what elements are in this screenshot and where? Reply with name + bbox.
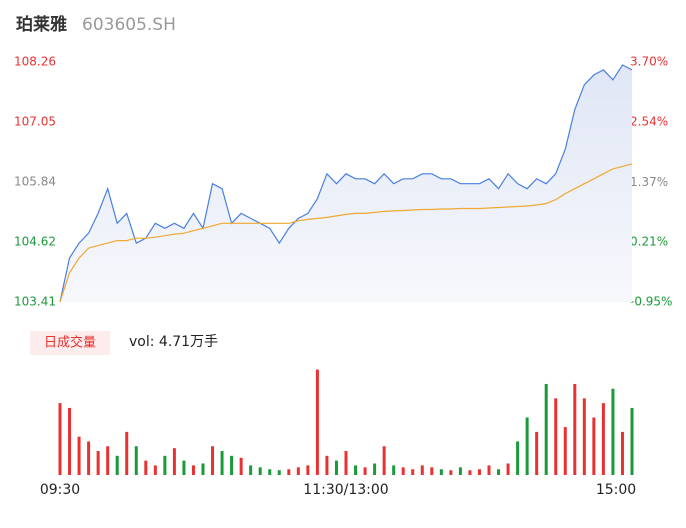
average-line [59, 163, 633, 303]
volume-bar [535, 431, 539, 475]
volume-bar [582, 398, 586, 475]
volume-bar [334, 460, 338, 475]
volume-bar [620, 431, 624, 475]
volume-bar [449, 470, 453, 475]
price-area [60, 65, 632, 302]
volume-bar [563, 427, 567, 475]
volume-bar [411, 469, 415, 475]
volume-bar [191, 465, 195, 475]
volume-bar [392, 465, 396, 475]
volume-bar [554, 398, 558, 475]
volume-bar [325, 455, 329, 475]
x-tick-label: 15:00 [596, 482, 636, 498]
volume-bar [477, 469, 481, 475]
legend-label: 日成交量 [44, 335, 96, 351]
volume-bar [68, 407, 72, 475]
volume-bar [601, 403, 605, 475]
volume-bar [296, 467, 300, 475]
volume-bar [134, 446, 138, 475]
volume-bar [87, 441, 91, 475]
volume-bar [439, 469, 443, 475]
volume-bar [172, 448, 176, 475]
volume-bar [373, 463, 377, 475]
volume-bar [592, 417, 596, 475]
volume-bar [344, 451, 348, 475]
y-tick-label: 108.26 [14, 55, 56, 69]
volume-bar [153, 465, 157, 475]
volume-bar [96, 451, 100, 475]
volume-bar [77, 436, 81, 475]
legend-box [30, 331, 110, 355]
volume-bar [497, 469, 501, 475]
volume-bar [239, 457, 243, 475]
volume-bar [277, 470, 281, 475]
volume-bar [516, 441, 520, 475]
volume-bar [144, 460, 148, 475]
volume-bar [363, 467, 367, 475]
volume-bar [506, 463, 510, 475]
volume-bar [258, 467, 262, 475]
stock-code: 603605.SH [82, 15, 176, 35]
volume-bar [544, 383, 548, 475]
volume-bar [430, 467, 434, 475]
volume-bar [249, 465, 253, 475]
volume-bar [525, 417, 529, 475]
volume-bar [382, 446, 386, 475]
volume-bar [230, 455, 234, 475]
volume-bar [306, 465, 310, 475]
price-line [59, 64, 633, 303]
volume-bar [220, 451, 224, 475]
y-tick-label: 105.84 [14, 174, 56, 188]
volume-bar [115, 455, 119, 475]
volume-bar [125, 431, 129, 475]
volume-bar [268, 469, 272, 475]
volume-bar [182, 460, 186, 475]
volume-bar [630, 407, 634, 475]
volume-bar [163, 455, 167, 475]
volume-bar [487, 465, 491, 475]
y2-tick-label: 3.70% [630, 55, 668, 69]
y2-tick-label: 2.54% [630, 114, 668, 128]
x-tick-label: 09:30 [40, 482, 80, 498]
x-tick-label: 11:30/13:00 [303, 482, 388, 498]
volume-bar [573, 383, 577, 475]
y2-tick-label: -0.95% [630, 295, 672, 309]
volume-bar [58, 403, 62, 475]
volume-bar [458, 467, 462, 475]
y2-tick-label: 0.21% [630, 235, 668, 249]
y-tick-label: 104.62 [14, 235, 56, 249]
volume-bar [401, 467, 405, 475]
volume-bar [611, 388, 615, 475]
volume-bar [287, 469, 291, 475]
volume-bar [420, 465, 424, 475]
volume-bar [211, 446, 215, 475]
y-tick-label: 103.41 [14, 295, 56, 309]
y2-tick-label: 1.37% [630, 175, 668, 189]
volume-bar [354, 465, 358, 475]
volume-bar [106, 446, 110, 475]
y-tick-label: 107.05 [14, 114, 56, 128]
stock-name: 珀莱雅 [16, 14, 67, 35]
volume-bar [315, 369, 319, 475]
volume-bar [201, 463, 205, 475]
volume-bar [468, 470, 472, 475]
volume-annotation: vol: 4.71万手 [129, 334, 218, 350]
